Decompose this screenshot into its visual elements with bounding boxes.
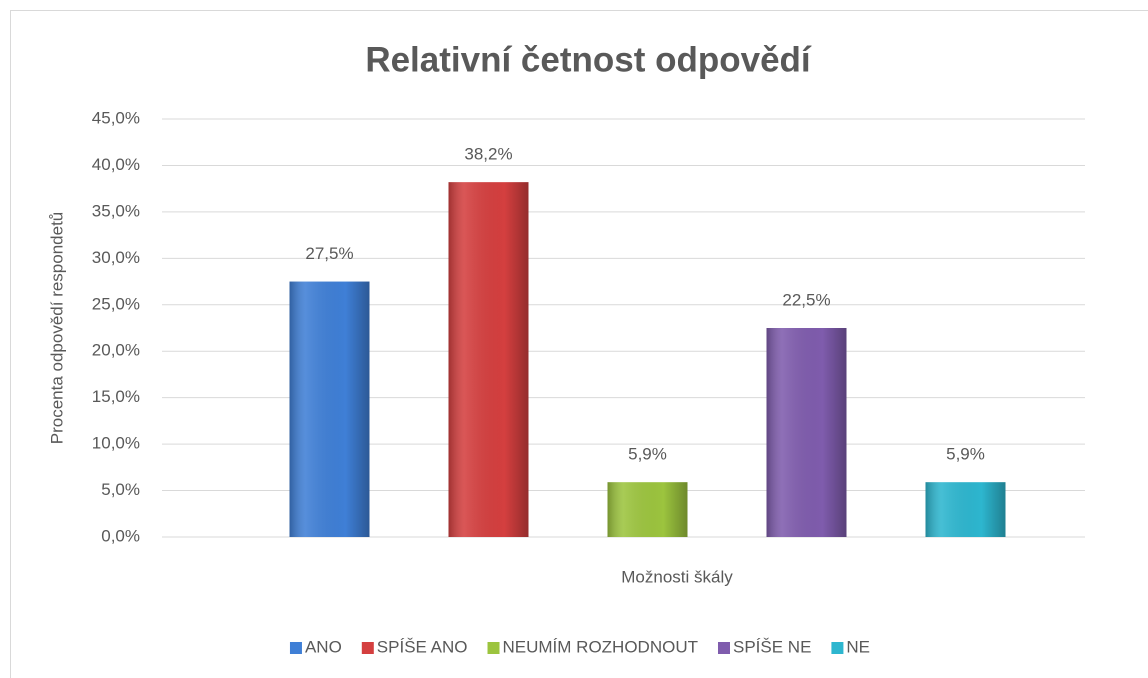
y-tick-label: 0,0% [101,526,140,545]
y-tick-label: 5,0% [101,480,140,499]
value-label: 22,5% [782,290,830,309]
y-tick-label: 30,0% [92,248,140,267]
value-label: 5,9% [946,445,985,464]
bar-shade [448,182,529,538]
y-tick-label: 20,0% [92,341,140,360]
legend-swatch [831,642,844,654]
legend-swatch [487,642,500,654]
bar-shade [766,328,847,537]
x-axis-title: Možnosti škály [621,567,733,586]
bar-shade [925,482,1006,537]
value-label: 27,5% [305,244,353,263]
value-label: 5,9% [628,445,667,464]
y-tick-label: 15,0% [92,387,140,406]
legend-swatch [289,642,302,654]
bar-shade [607,482,688,537]
chart-frame [10,10,1148,678]
legend: ANO SPÍŠE ANO NEUMÍM ROZHODNOUT SPÍŠE NE NE [289,637,870,656]
y-tick-label: 25,0% [92,294,140,313]
y-tick-label: 40,0% [92,155,140,174]
legend-label: SPÍŠE NE [733,637,811,656]
legend-label: ANO [305,637,342,656]
value-label: 38,2% [464,145,512,164]
legend-label: NE [846,637,870,656]
legend-swatch [361,642,374,654]
chart-title: Relativní četnost odpovědí [365,40,812,79]
y-tick-label: 45,0% [92,108,140,127]
y-tick-label: 10,0% [92,434,140,453]
legend-swatch [717,642,730,654]
legend-label: NEUMÍM ROZHODNOUT [503,637,698,656]
legend-label: SPÍŠE ANO [377,637,468,656]
bar-shade [289,281,370,537]
y-tick-label: 35,0% [92,201,140,220]
y-axis-title: Procenta odpovědí respondetů [47,212,66,445]
